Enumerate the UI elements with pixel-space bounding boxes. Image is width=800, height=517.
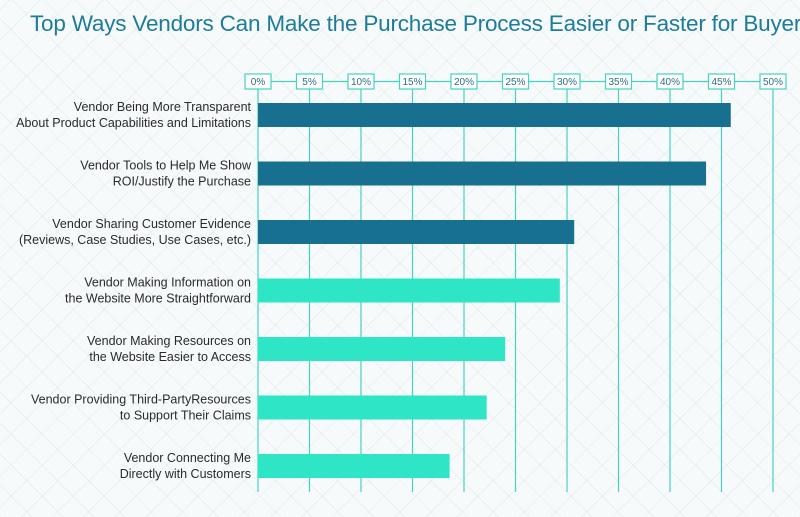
bar xyxy=(258,220,575,244)
bar xyxy=(258,395,487,420)
tick-box xyxy=(450,73,478,90)
category-label-line: the Website Easier to Access xyxy=(89,350,251,364)
category-label-line: to Support Their Claims xyxy=(120,409,251,423)
tick-label: 20% xyxy=(454,77,474,88)
category-label-line: Vendor Providing Third-PartyResources xyxy=(31,393,251,407)
tick-box xyxy=(347,73,375,90)
tick-label: 30% xyxy=(557,77,577,88)
tick-box xyxy=(656,73,684,90)
category-label-line: Vendor Making Information on xyxy=(84,276,251,290)
tick-label: 25% xyxy=(505,77,525,88)
tick-box xyxy=(553,73,581,90)
bar xyxy=(258,454,450,478)
chart-title: Top Ways Vendors Can Make the Purchase P… xyxy=(30,11,800,36)
tick-box xyxy=(707,73,736,90)
tick-box xyxy=(295,73,324,90)
category-label: Vendor Sharing Customer Evidence (Reviews… xyxy=(19,217,251,247)
tick-label: 35% xyxy=(608,77,628,88)
tick-label: 15% xyxy=(402,77,422,88)
category-label-line: the Website More Straightforward xyxy=(65,292,251,306)
tick-box xyxy=(759,73,787,90)
tick-label: 45% xyxy=(711,77,731,88)
bar xyxy=(258,337,506,361)
x-axis-ticks: 0% 5% 10% 15% 20% 25% 30% 35% 40% 45% 50% xyxy=(244,73,787,90)
category-label-line: Vendor Sharing Customer Evidence xyxy=(52,217,251,231)
tick-box xyxy=(604,73,633,90)
category-label: Vendor Making Information on the Website … xyxy=(65,276,251,306)
category-label-line: Vendor Making Resources on xyxy=(87,334,251,348)
category-label: Vendor Being More Transparent About Produ… xyxy=(16,100,251,130)
category-label: Vendor Making Resources on the Website Ea… xyxy=(87,334,251,364)
category-label-line: Vendor Being More Transparent xyxy=(74,100,252,114)
category-label-line: ROI/Justify the Purchase xyxy=(113,175,251,189)
category-label-line: Vendor Tools to Help Me Show xyxy=(80,159,252,173)
tick-label: 40% xyxy=(660,77,680,88)
tick-label: 5% xyxy=(302,77,317,88)
category-label-line: Vendor Connecting Me xyxy=(124,451,251,465)
bar xyxy=(258,161,707,186)
category-label: Vendor Tools to Help Me Show ROI/Justify … xyxy=(80,159,252,189)
category-label: Vendor Providing Third-PartyResources to … xyxy=(31,393,251,423)
category-labels: Vendor Being More Transparent About Produ… xyxy=(16,100,252,481)
bar xyxy=(258,278,560,303)
bar xyxy=(258,103,731,127)
tick-label: 10% xyxy=(351,77,371,88)
tick-box xyxy=(398,73,427,90)
bars xyxy=(258,103,731,478)
category-label-line: (Reviews, Case Studies, Use Cases, etc.) xyxy=(19,233,251,247)
category-label-line: About Product Capabilities and Limitatio… xyxy=(16,116,251,130)
tick-box xyxy=(501,73,530,90)
tick-box xyxy=(244,73,272,90)
tick-label: 50% xyxy=(763,77,783,88)
category-label-line: Directly with Customers xyxy=(120,467,251,481)
category-label: Vendor Connecting Me Directly with Custom… xyxy=(120,451,251,481)
tick-label: 0% xyxy=(251,77,266,88)
